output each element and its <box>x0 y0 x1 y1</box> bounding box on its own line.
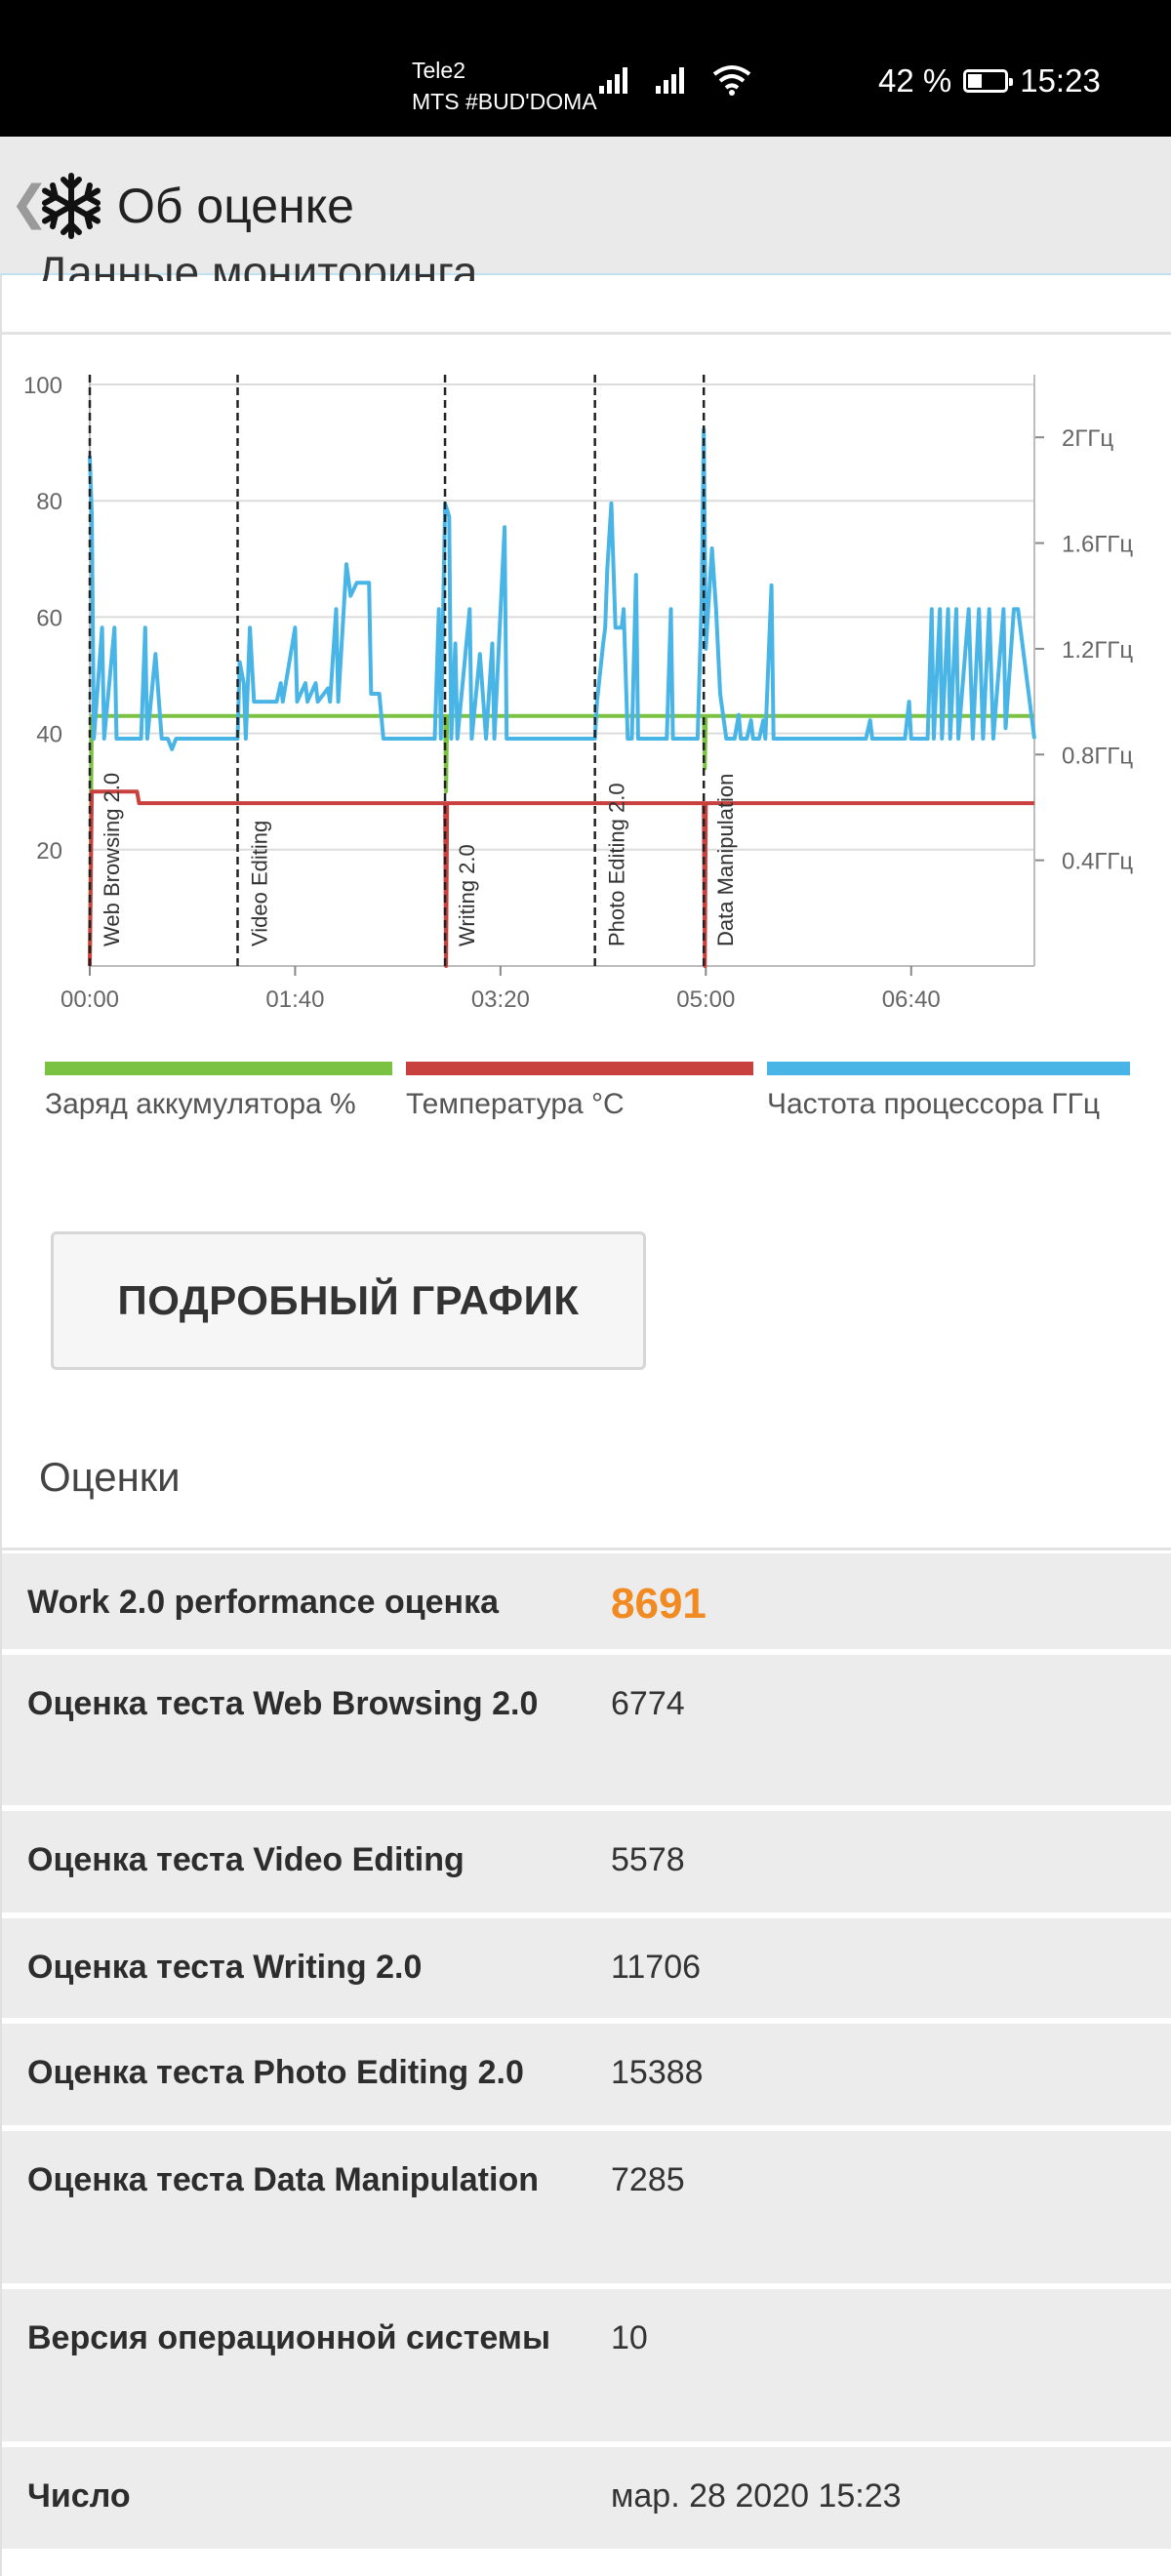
y-right-tick-label: 0.8ГГц <box>1062 743 1133 769</box>
score-value: 6774 <box>611 1685 685 1722</box>
score-value: 15388 <box>611 2054 704 2091</box>
score-row-work: Work 2.0 performance оценка 8691 <box>2 1553 1171 1655</box>
legend-item-cpu-frequency: Частота процессора ГГц <box>767 1062 1130 1126</box>
score-label: Оценка теста Writing 2.0 <box>27 1949 423 1986</box>
score-label: Оценка теста Photo Editing 2.0 <box>27 2054 524 2091</box>
score-label: Число <box>27 2477 131 2515</box>
score-label: Work 2.0 performance оценка <box>27 1584 499 1621</box>
status-right: 42 % 15:23 <box>878 62 1101 100</box>
x-tick-label: 05:00 <box>676 986 735 1013</box>
score-row-web-browsing: Оценка теста Web Browsing 2.0 6774 <box>2 1655 1171 1811</box>
series-line-cpu-frequency <box>88 427 1036 751</box>
wifi-icon <box>712 65 751 96</box>
score-value: 5578 <box>611 1841 685 1878</box>
legend-swatch-temperature <box>406 1062 753 1075</box>
battery-percent: 42 % <box>878 62 952 99</box>
score-value-overall: 8691 <box>611 1580 707 1628</box>
score-label: Оценка теста Video Editing <box>27 1841 464 1878</box>
test-marker-label: Photo Editing 2.0 <box>605 783 629 946</box>
score-row-os-version: Версия операционной системы 10 <box>2 2289 1171 2447</box>
clock: 15:23 <box>1020 62 1101 99</box>
x-tick-label: 03:20 <box>471 986 530 1013</box>
score-label: Версия операционной системы <box>27 2319 550 2356</box>
x-tick-label: 01:40 <box>265 986 324 1013</box>
test-marker-label: Writing 2.0 <box>455 844 479 946</box>
y-right-tick-label: 0.4ГГц <box>1062 849 1133 875</box>
legend-label-temperature: Температура °C <box>406 1088 625 1120</box>
status-bar: Tele2 MTS #BUD'DOMA 42 % 15:23 <box>0 0 1171 137</box>
y-left-tick-label: 80 <box>36 489 62 515</box>
signal-icon <box>656 67 684 94</box>
score-value: 7285 <box>611 2161 685 2198</box>
carrier-info: Tele2 MTS #BUD'DOMA <box>412 55 597 117</box>
score-value: мар. 28 2020 15:23 <box>611 2477 902 2515</box>
score-label: Оценка теста Web Browsing 2.0 <box>27 1685 539 1722</box>
legend-swatch-cpu-frequency <box>767 1062 1130 1075</box>
page-title: Об оценке <box>117 179 354 233</box>
snowflake-icon[interactable] <box>37 172 105 240</box>
legend-label-cpu-frequency: Частота процессора ГГц <box>767 1088 1101 1120</box>
y-left-tick-label: 100 <box>23 373 62 399</box>
score-row-photo-editing: Оценка теста Photo Editing 2.0 15388 <box>2 2024 1171 2131</box>
legend-item-battery: Заряд аккумулятора % <box>45 1062 392 1126</box>
score-row-data-manipulation: Оценка теста Data Manipulation 7285 <box>2 2131 1171 2289</box>
score-label: Оценка теста Data Manipulation <box>27 2161 539 2198</box>
y-right-tick-label: 1.2ГГц <box>1062 637 1133 664</box>
score-row-writing: Оценка теста Writing 2.0 11706 <box>2 1918 1171 2024</box>
y-left-tick-label: 40 <box>36 722 62 748</box>
test-marker-label: Video Editing <box>248 821 272 946</box>
test-marker-label: Web Browsing 2.0 <box>100 773 124 946</box>
score-value: 10 <box>611 2319 648 2356</box>
section-title: Данные мониторинга <box>37 247 478 281</box>
y-left-tick-label: 20 <box>36 838 62 865</box>
scores-heading: Оценки <box>39 1454 181 1500</box>
x-tick-label: 00:00 <box>61 986 119 1013</box>
x-tick-label: 06:40 <box>882 986 941 1013</box>
divider <box>2 332 1171 335</box>
y-right-tick-label: 1.6ГГц <box>1062 532 1133 558</box>
carrier-name-1: Tele2 <box>412 58 465 83</box>
series-line-temperature <box>88 789 1034 968</box>
y-right-tick-label: 2ГГц <box>1062 425 1113 452</box>
divider <box>2 1548 1171 1550</box>
status-icons <box>599 64 751 96</box>
series-line-battery <box>88 713 1034 967</box>
legend-swatch-battery <box>45 1062 392 1075</box>
scores-table: Work 2.0 performance оценка 8691 Оценка … <box>2 1553 1171 2555</box>
detailed-chart-button[interactable]: ПОДРОБНЫЙ ГРАФИК <box>51 1231 646 1370</box>
legend-item-temperature: Температура °C <box>406 1062 753 1126</box>
score-value: 11706 <box>611 1949 702 1986</box>
y-left-tick-label: 60 <box>36 605 62 631</box>
battery-icon <box>963 69 1014 93</box>
signal-icon <box>599 67 627 94</box>
score-row-video-editing: Оценка теста Video Editing 5578 <box>2 1811 1171 1918</box>
monitoring-chart: 20 40 60 80 100 0.4ГГц 0.8ГГц 1.2ГГц 1.6ГГц 2ГГц 0… <box>23 373 1133 1013</box>
results-card: Данные мониторинга 20 40 60 80 100 0.4ГГц 0.8Г… <box>0 247 1171 2576</box>
score-row-date: Число мар. 28 2020 15:23 <box>2 2447 1171 2555</box>
test-marker-label: Data Manipulation <box>713 774 738 946</box>
legend-label-battery: Заряд аккумулятора % <box>45 1088 356 1120</box>
carrier-name-2: MTS #BUD'DOMA <box>412 89 597 114</box>
